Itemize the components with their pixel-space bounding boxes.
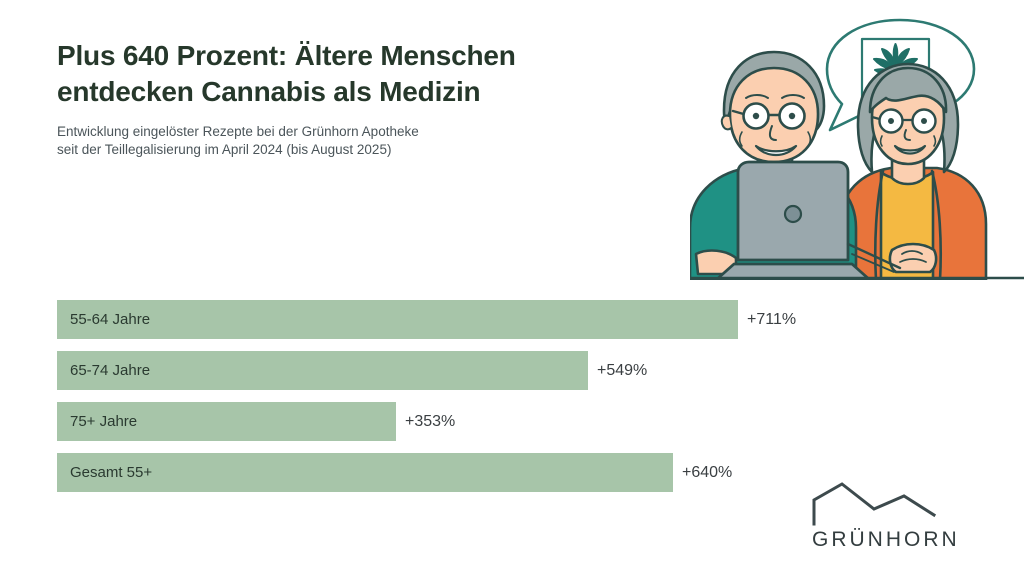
page-subtitle-line-2: seit der Teillegalisierung im April 2024…	[57, 142, 392, 157]
bar-65-74	[57, 351, 588, 390]
bar-value-gesamt-55-plus: +640%	[682, 463, 733, 481]
bar-value-75-plus: +353%	[405, 412, 456, 430]
bar-label-gesamt-55-plus: Gesamt 55+	[70, 464, 153, 481]
elderly-couple-illustration	[688, 6, 1024, 282]
header-block: Plus 640 Prozent: Ältere Menschen entdec…	[57, 38, 677, 159]
bar-55-64	[57, 300, 738, 339]
page-title-line-1: Plus 640 Prozent: Ältere Menschen	[57, 40, 516, 71]
woman-figure	[838, 62, 988, 282]
bar-label-65-74: 65-74 Jahre	[70, 362, 151, 379]
page-title-line-2: entdecken Cannabis als Medizin	[57, 76, 481, 107]
bar-value-55-64: +711%	[747, 310, 797, 328]
mountain-outline-icon	[812, 482, 937, 526]
bar-chart: 55-64 Jahre +711% 65-74 Jahre +549% 75+ …	[57, 300, 957, 504]
page-subtitle-line-1: Entwicklung eingelöster Rezepte bei der …	[57, 124, 419, 139]
table-row[interactable]: 75+ Jahre +353%	[57, 402, 957, 441]
bar-label-55-64: 55-64 Jahre	[70, 311, 151, 328]
bar-gesamt-55-plus	[57, 453, 673, 492]
page-title: Plus 640 Prozent: Ältere Menschen entdec…	[57, 38, 677, 110]
table-row[interactable]: 65-74 Jahre +549%	[57, 351, 957, 390]
brand-logo[interactable]: GRÜNHORN	[812, 482, 977, 552]
logo-wordmark: GRÜNHORN	[812, 528, 960, 551]
laptop-icon	[714, 160, 902, 282]
bar-label-75-plus: 75+ Jahre	[70, 413, 138, 430]
page-subtitle: Entwicklung eingelöster Rezepte bei der …	[57, 123, 677, 159]
bar-value-65-74: +549%	[597, 361, 648, 379]
table-row[interactable]: Gesamt 55+ +640%	[57, 453, 957, 492]
table-row[interactable]: 55-64 Jahre +711%	[57, 300, 957, 339]
bar-75-plus	[57, 402, 396, 441]
